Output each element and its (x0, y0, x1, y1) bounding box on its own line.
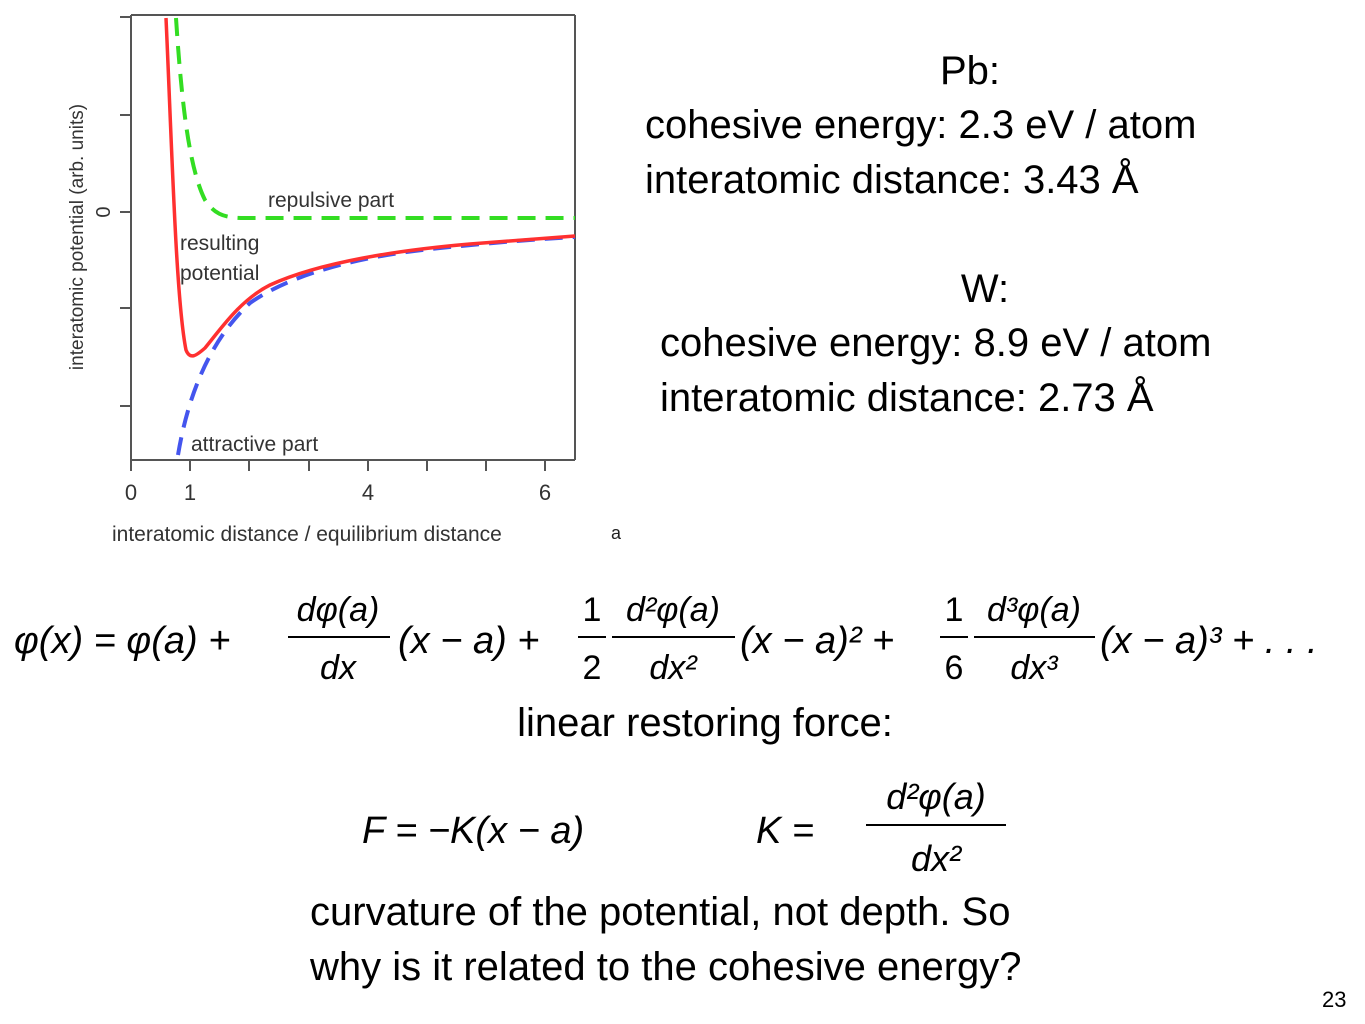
k-num: d²φ(a) (886, 776, 986, 817)
taylor-t3-num: d³φ(a) (987, 591, 1081, 629)
force-law: F = −K(x − a) (362, 810, 584, 852)
annotation-a: a (611, 523, 622, 543)
taylor-t1-den: dx (320, 649, 357, 687)
label-attractive-part: attractive part (191, 433, 318, 456)
pb-title: Pb: (939, 49, 1001, 93)
y-axis-label: interatomic potential (arb. units) (67, 104, 88, 370)
x-tick-label-6: 6 (539, 480, 551, 505)
potential-plot: 0 0 1 4 6 interatomic potential (arb. un… (67, 14, 622, 546)
x-tick-label-0: 0 (125, 480, 137, 505)
label-repulsive-part: repulsive part (268, 189, 394, 212)
page-number: 23 (1322, 987, 1347, 1012)
restoring-force-label: linear restoring force: (517, 701, 893, 745)
taylor-t2-num: d²φ(a) (626, 591, 720, 629)
taylor-t1-tail: (x − a) + (398, 620, 540, 662)
attractive-curve (176, 235, 576, 456)
k-den: dx² (911, 838, 963, 879)
label-resulting-1: resulting (180, 232, 259, 255)
w-interatomic-distance: interatomic distance: 2.73 Å (660, 376, 1154, 420)
taylor-expansion-equation: φ(x) = φ(a) + dφ(a) dx (x − a) + 1 2 d²φ… (14, 591, 1318, 687)
y-tick-label-zero: 0 (93, 206, 115, 217)
pb-interatomic-distance: interatomic distance: 3.43 Å (645, 158, 1139, 202)
x-tick-label-1: 1 (184, 480, 196, 505)
x-tick-label-4: 4 (362, 480, 374, 505)
w-title: W: (960, 267, 1010, 311)
taylor-sixth-num: 1 (945, 591, 964, 629)
taylor-half-den: 2 (583, 649, 602, 687)
question-line-1: curvature of the potential, not depth. S… (310, 890, 1011, 934)
repulsive-curve (174, 17, 575, 220)
taylor-half-num: 1 (583, 591, 602, 629)
force-equation: F = −K(x − a) K = d²φ(a) dx² (362, 776, 1006, 879)
taylor-t2-den: dx² (649, 649, 698, 687)
resulting-curve (164, 17, 576, 358)
question-line-2: why is it related to the cohesive energy… (310, 945, 1022, 989)
taylor-t2-tail: (x − a)² + (740, 620, 894, 662)
taylor-t3-den: dx³ (1010, 649, 1059, 687)
label-resulting-2: potential (180, 262, 259, 285)
taylor-lhs: φ(x) = φ(a) + (14, 620, 230, 662)
pb-cohesive-energy: cohesive energy: 2.3 eV / atom (645, 103, 1197, 147)
w-cohesive-energy: cohesive energy: 8.9 eV / atom (660, 321, 1212, 365)
k-lhs: K = (756, 810, 814, 852)
taylor-t1-num: dφ(a) (297, 591, 380, 629)
taylor-t3-tail: (x − a)³ + . . . (1100, 620, 1318, 662)
taylor-sixth-den: 6 (945, 649, 964, 687)
x-axis-label: interatomic distance / equilibrium dista… (112, 523, 502, 546)
